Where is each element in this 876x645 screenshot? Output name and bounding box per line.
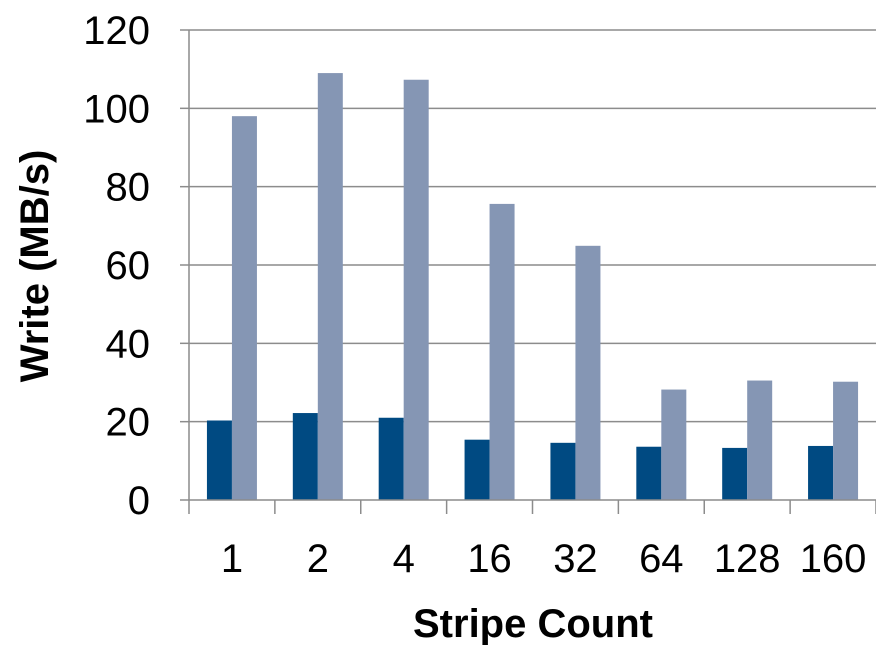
axes [180, 29, 876, 514]
x-tick-label: 128 [714, 537, 781, 581]
bar-series1-128 [722, 447, 748, 500]
bar-series2-64 [661, 389, 687, 500]
gridlines [189, 29, 876, 423]
y-tick-label: 120 [83, 9, 150, 53]
bar-series2-32 [575, 245, 601, 500]
x-tick-label: 4 [393, 537, 415, 581]
bar-series2-2 [317, 73, 343, 500]
x-tick-label: 1 [221, 537, 243, 581]
y-tick-label: 0 [128, 479, 150, 523]
bars [206, 73, 859, 501]
bar-series1-2 [292, 413, 318, 500]
bar-series2-16 [489, 203, 515, 500]
bar-series1-160 [808, 445, 834, 500]
y-tick-label: 20 [106, 401, 151, 445]
bar-series2-160 [833, 381, 859, 500]
bar-series1-1 [206, 420, 232, 500]
y-tick-labels: 0 20 40 60 80 100 120 [83, 9, 150, 523]
x-axis-title: Stripe Count [413, 602, 653, 645]
bar-series1-32 [550, 442, 576, 500]
bar-series1-16 [464, 439, 490, 500]
y-tick-label: 40 [106, 322, 151, 366]
bar-series2-1 [231, 116, 257, 501]
x-tick-labels: 1 2 4 16 32 64 128 160 [221, 537, 867, 581]
y-tick-label: 60 [106, 244, 151, 288]
bar-series1-64 [636, 446, 662, 500]
x-tick-label: 160 [800, 537, 867, 581]
bar-series2-128 [747, 380, 773, 500]
y-axis-title: Write (MB/s) [13, 150, 57, 383]
bar-series1-4 [378, 417, 404, 500]
bar-series2-4 [403, 79, 429, 500]
x-tick-label: 2 [307, 537, 329, 581]
x-tick-label: 32 [553, 537, 598, 581]
y-tick-label: 80 [106, 166, 151, 210]
y-tick-label: 100 [83, 87, 150, 131]
x-tick-label: 16 [467, 537, 512, 581]
x-tick-label: 64 [639, 537, 684, 581]
